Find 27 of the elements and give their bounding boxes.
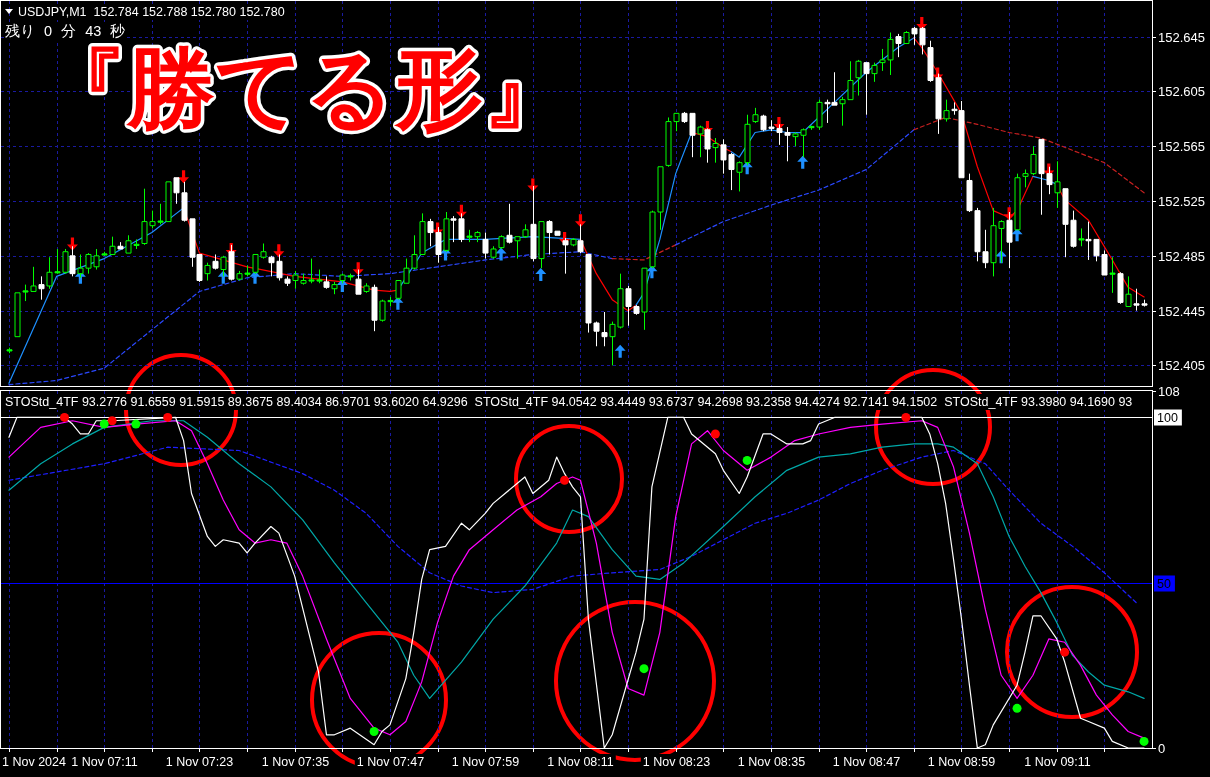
- y-tick-label: 108: [1158, 384, 1180, 399]
- ref-line-label: 100: [1157, 410, 1178, 425]
- x-tick-label: 1 Nov 08:59: [927, 755, 996, 769]
- x-tick-label: 1 Nov 07:35: [261, 755, 330, 769]
- y-tick-label: 152.605: [1158, 84, 1205, 99]
- ref-line-label: 50: [1157, 576, 1171, 591]
- x-tick-label: 1 Nov 2024: [2, 755, 66, 769]
- y-tick-label: 0: [1158, 741, 1166, 756]
- x-tick-label: 1 Nov 08:47: [832, 755, 901, 769]
- y-tick-label: 152.445: [1158, 304, 1205, 319]
- x-tick-label: 1 Nov 08:35: [737, 755, 806, 769]
- x-tick-label: 1 Nov 08:23: [642, 755, 711, 769]
- y-tick-label: 152.565: [1158, 139, 1205, 154]
- x-tick-label: 1 Nov 09:11: [1024, 755, 1091, 769]
- x-tick-label: 1 Nov 07:47: [356, 755, 425, 769]
- y-tick-label: 152.525: [1158, 194, 1205, 209]
- x-tick-label: 1 Nov 08:11: [547, 755, 614, 769]
- annotation: USDJPY,M1 152.784 152.788 152.780 152.780: [18, 5, 285, 19]
- y-tick-label: 152.645: [1158, 30, 1205, 45]
- x-tick-label: 1 Nov 07:23: [165, 755, 234, 769]
- x-tick-label: 1 Nov 07:11: [71, 755, 138, 769]
- annotation: STOStd_4TF 93.2776 91.6559 91.5915 89.3675 89.4034 86.9701 93.6020 64.9296 STOStd_4TF 94.0542 93.4449 93.6737 94.2698 93.2358 94.4274 92.7141 94.1502 STOStd_4TF 93.3980 94.1690 93: [5, 395, 1133, 409]
- y-tick-label: 152.405: [1158, 358, 1205, 373]
- annotation: 残り 0 分 43 秒: [5, 23, 126, 39]
- y-tick-label: 152.485: [1158, 249, 1205, 264]
- x-tick-label: 1 Nov 07:59: [451, 755, 520, 769]
- chart-title: 『勝てる形』: [39, 39, 571, 138]
